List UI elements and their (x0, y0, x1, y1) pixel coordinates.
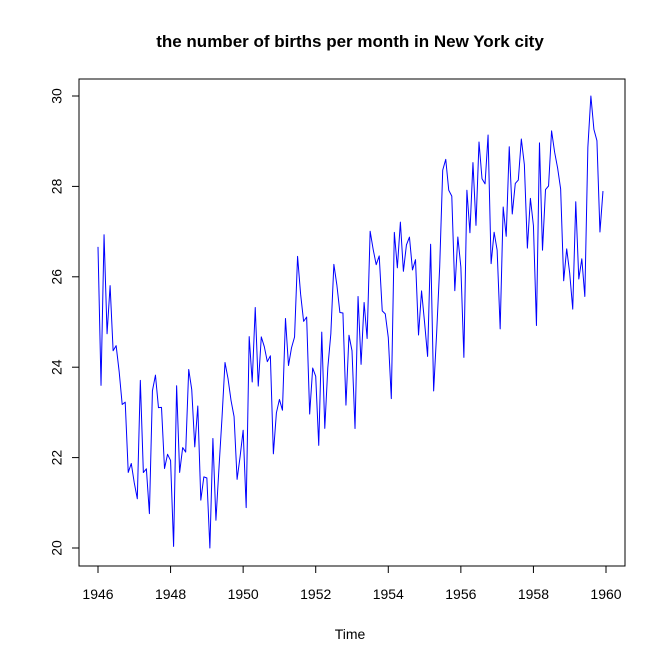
y-tick-label: 20 (49, 540, 65, 556)
y-tick-label: 22 (49, 450, 65, 466)
series-layer (97, 95, 604, 549)
x-tick-label: 1952 (300, 586, 331, 602)
x-axis-label: Time (335, 626, 366, 642)
x-tick-label: 1946 (82, 586, 113, 602)
y-tick-label: 24 (49, 359, 65, 375)
x-tick-label: 1960 (590, 586, 621, 602)
y-tick-label: 28 (49, 178, 65, 194)
y-tick-label: 30 (49, 88, 65, 104)
x-tick-label: 1958 (518, 586, 549, 602)
x-tick-label: 1948 (155, 586, 186, 602)
chart-title: the number of births per month in New Yo… (156, 32, 544, 51)
series-line (97, 95, 604, 549)
x-tick-label: 1954 (373, 586, 404, 602)
x-tick-label: 1950 (228, 586, 259, 602)
x-axis: 1946 1948 1950 1952 1954 1956 1958 1960 (82, 565, 622, 602)
x-tick-label: 1956 (445, 586, 476, 602)
y-tick-label: 26 (49, 269, 65, 285)
y-axis: 20 22 24 26 28 30 (49, 88, 80, 556)
